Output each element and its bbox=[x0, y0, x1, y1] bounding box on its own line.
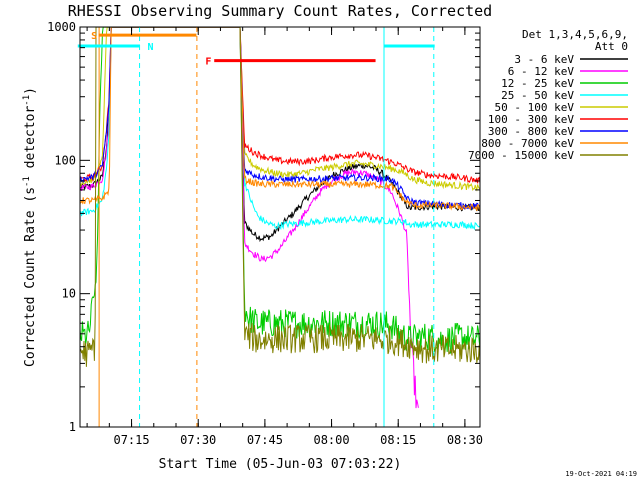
x-tick-label-1: 07:15 bbox=[113, 433, 149, 447]
x-axis-label: Start Time (05-Jun-03 07:03:22) bbox=[159, 457, 402, 472]
plot-frame bbox=[79, 26, 481, 428]
legend-label-5: 50 - 100 keV bbox=[495, 101, 575, 114]
legend-label-1: 3 - 6 keV bbox=[514, 53, 574, 66]
legend-label-6: 100 - 300 keV bbox=[488, 113, 574, 126]
y-axis-label-tail: detector bbox=[23, 106, 38, 177]
legend-header-2: Att 0 bbox=[595, 40, 628, 53]
x-tick-label-4: 08:00 bbox=[313, 433, 349, 447]
y-tick-label-1: 1 bbox=[69, 420, 76, 434]
legend-label-9: 7000 - 15000 keV bbox=[468, 149, 574, 162]
chart-title: RHESSI Observing Summary Count Rates, Co… bbox=[68, 2, 492, 20]
x-tick-label-6: 08:30 bbox=[447, 433, 483, 447]
y-axis-label-main: Corrected Count Rate (s bbox=[23, 187, 38, 367]
footer-timestamp: 19-Oct-2021 04:19 bbox=[565, 470, 637, 478]
x-tick-label-5: 08:15 bbox=[380, 433, 416, 447]
legend-label-3: 12 - 25 keV bbox=[501, 77, 574, 90]
y-axis-label-end: ) bbox=[23, 87, 38, 95]
legend-label-8: 800 - 7000 keV bbox=[481, 137, 574, 150]
y-tick-label-2: 10 bbox=[62, 287, 76, 301]
y-tick-label-3: 100 bbox=[54, 153, 76, 167]
flag-label-s: S bbox=[91, 31, 97, 42]
y-axis-label-sup2: -1 bbox=[22, 95, 32, 106]
y-axis-label-sup: -1 bbox=[22, 176, 32, 187]
legend-header-1: Det 1,3,4,5,6,9, bbox=[522, 28, 628, 41]
legend-label-7: 300 - 800 keV bbox=[488, 125, 574, 138]
flag-label-f: F bbox=[205, 57, 211, 68]
y-axis-label: Corrected Count Rate (s-1 detector-1) bbox=[22, 87, 38, 367]
series-line-6 bbox=[79, 26, 481, 184]
legend-label-4: 25 - 50 keV bbox=[501, 89, 574, 102]
x-tick-label-3: 07:45 bbox=[247, 433, 283, 447]
y-tick-label-4: 1000 bbox=[47, 20, 76, 34]
x-tick-label-2: 07:30 bbox=[180, 433, 216, 447]
flag-layer: S N F bbox=[77, 27, 435, 427]
legend-label-2: 6 - 12 keV bbox=[508, 65, 575, 78]
flag-label-n: N bbox=[148, 42, 154, 53]
axis-layer: 1 10 100 1000 07:15 07:30 07:45 08:00 08:15 08:30 bbox=[47, 20, 483, 447]
